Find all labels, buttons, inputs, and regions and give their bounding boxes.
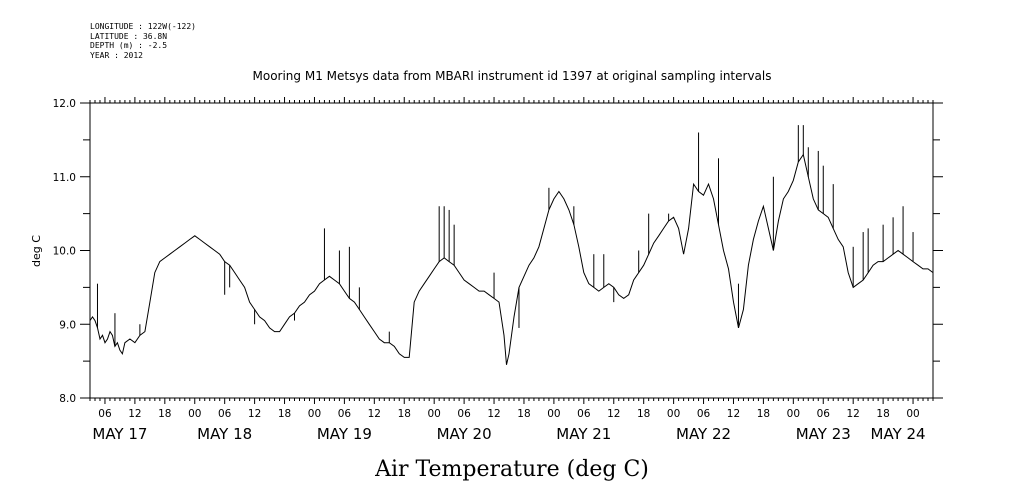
x-tick-label: 06: [817, 408, 831, 420]
x-tick-label: 12: [487, 408, 500, 420]
x-tick-label: 18: [876, 408, 889, 420]
x-tick-label: 18: [278, 408, 291, 420]
temperature-line: [89, 153, 934, 365]
date-label: MAY 20: [437, 425, 492, 443]
x-tick-label: 12: [368, 408, 381, 420]
metadata-block: LONGITUDE : 122W(-122) LATITUDE : 36.8N …: [90, 22, 196, 60]
x-axis-title: Air Temperature (deg C): [374, 457, 649, 482]
date-label: MAY 23: [796, 425, 851, 443]
x-tick-label: 18: [158, 408, 171, 420]
x-tick-label: 00: [547, 408, 560, 420]
latitude-label: LATITUDE : 36.8N: [90, 31, 168, 41]
date-label: MAY 18: [197, 425, 252, 443]
depth-label: DEPTH (m) : -2.5: [90, 41, 168, 50]
y-tick-label: 12.0: [53, 98, 76, 110]
date-label: MAY 24: [871, 425, 926, 443]
plot-frame: [89, 102, 934, 399]
x-tick-label: 12: [607, 408, 620, 420]
x-tick-label: 06: [577, 408, 591, 420]
chart-title: Mooring M1 Metsys data from MBARI instru…: [253, 69, 772, 83]
longitude-label: LONGITUDE : 122W(-122): [90, 22, 196, 31]
x-tick-label: 00: [308, 408, 321, 420]
y-tick-label: 8.0: [59, 393, 76, 405]
x-tick-label: 06: [697, 408, 711, 420]
y-tick-label: 10.0: [53, 246, 76, 258]
x-tick-label: 00: [906, 408, 919, 420]
axes-group: [80, 97, 943, 404]
x-tick-label: 00: [188, 408, 201, 420]
series-group: [89, 125, 934, 365]
x-tick-label: 12: [847, 408, 860, 420]
date-label: MAY 21: [556, 425, 611, 443]
y-tick-label: 11.0: [53, 172, 76, 184]
y-axis-label: deg C: [30, 235, 43, 267]
x-tick-label: 00: [427, 408, 440, 420]
x-tick-label: 06: [98, 408, 112, 420]
x-tick-label: 18: [517, 408, 530, 420]
year-label: YEAR : 2012: [90, 50, 143, 60]
x-tick-label: 12: [248, 408, 261, 420]
x-tick-label: 18: [398, 408, 411, 420]
x-tick-label: 06: [457, 408, 471, 420]
x-tick-label: 00: [667, 408, 680, 420]
date-label: MAY 17: [92, 425, 147, 443]
x-tick-label: 18: [637, 408, 650, 420]
x-tick-label: 12: [727, 408, 740, 420]
date-label: MAY 22: [676, 425, 731, 443]
x-tick-label: 18: [757, 408, 770, 420]
y-tick-label: 9.0: [59, 319, 76, 331]
labels-group: 06 12 18 00 06 12 18 00 06 12 18 00 06 12 18 00 06 12 18 00…: [53, 98, 926, 443]
x-tick-label: 06: [218, 408, 232, 420]
x-tick-label: 12: [128, 408, 141, 420]
x-tick-label: 00: [787, 408, 800, 420]
x-tick-label: 06: [338, 408, 352, 420]
date-label: MAY 19: [317, 425, 372, 443]
